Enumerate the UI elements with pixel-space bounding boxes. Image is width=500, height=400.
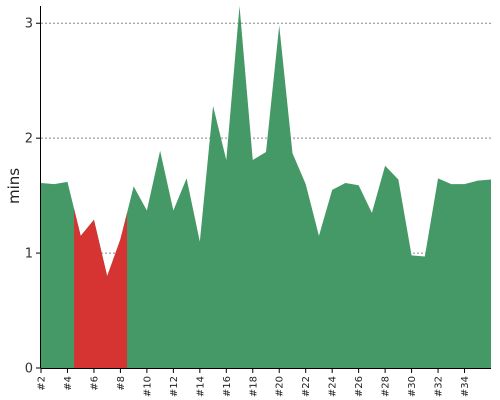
y-tick-label: 0 xyxy=(25,362,33,377)
x-tick-label: #24 xyxy=(328,376,339,397)
x-tick-label: #34 xyxy=(460,376,471,397)
x-tick-label: #10 xyxy=(142,376,153,397)
x-tick-label: #30 xyxy=(407,376,418,397)
x-tick-label: #16 xyxy=(222,376,233,397)
y-axis-ticks: 0 1 2 3 xyxy=(25,17,41,377)
y-tick-label: 2 xyxy=(25,132,33,147)
x-tick-label: #32 xyxy=(434,376,445,397)
x-tick-label: #28 xyxy=(381,376,392,397)
x-tick-label: #26 xyxy=(354,376,365,397)
x-tick-label: #6 xyxy=(89,376,100,391)
y-tick-label: 1 xyxy=(25,247,33,262)
x-tick-label: #14 xyxy=(195,376,206,397)
series-area xyxy=(41,6,491,368)
x-tick-label: #20 xyxy=(275,376,286,397)
x-tick-label: #18 xyxy=(248,376,259,397)
x-tick-label: #4 xyxy=(63,376,74,391)
x-tick-label: #22 xyxy=(301,376,312,397)
x-tick-label: #12 xyxy=(169,376,180,397)
highlighted-range-area xyxy=(74,208,128,368)
x-tick-label: #2 xyxy=(37,376,48,391)
y-axis-title: mins xyxy=(5,168,23,204)
y-tick-label: 3 xyxy=(25,17,33,32)
axes xyxy=(40,6,491,369)
x-tick-label: #8 xyxy=(116,376,127,391)
x-axis-ticks: #2 #4 #6 #8 #10 #12 #14 #16 #18 #20 #22 #24 #26 #28 #3… xyxy=(37,368,471,397)
